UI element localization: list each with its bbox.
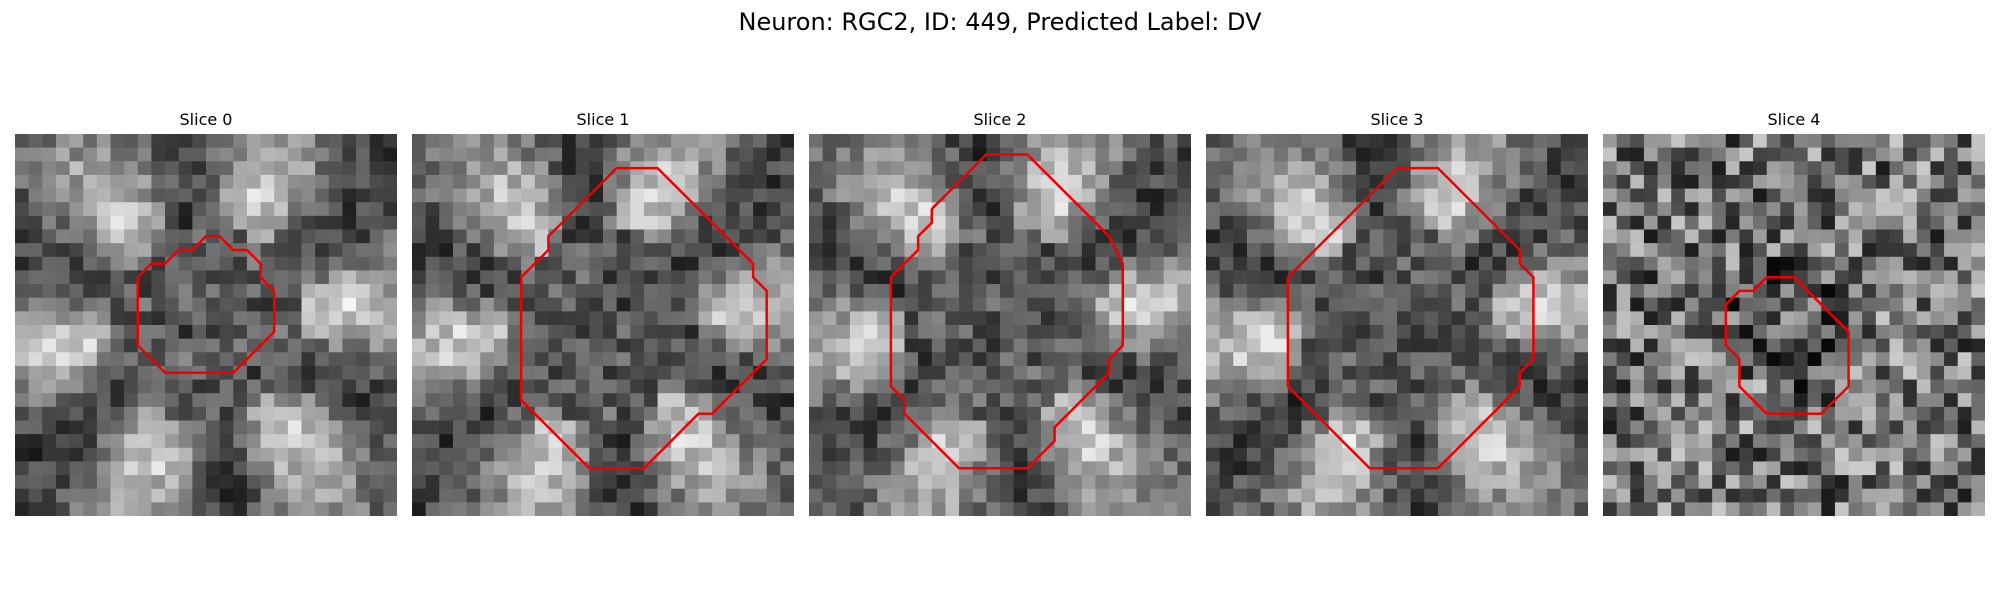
slice-pixels (1206, 134, 1588, 516)
slice-title: Slice 0 (179, 110, 233, 129)
slice-title: Slice 3 (1370, 110, 1424, 129)
slice-pixels (1603, 134, 1985, 516)
slice-title: Slice 4 (1767, 110, 1821, 129)
slice-pixels (412, 134, 794, 516)
roi-contour (1286, 166, 1535, 470)
roi-contour (136, 235, 276, 375)
roi-contour (519, 166, 768, 470)
slice-panel-0: Slice 0 (15, 108, 397, 516)
slice-panel-2: Slice 2 (809, 108, 1191, 516)
slice-image (1206, 134, 1588, 516)
slice-panel-1: Slice 1 (412, 108, 794, 516)
slice-image (412, 134, 794, 516)
slice-title: Slice 2 (973, 110, 1027, 129)
slice-pixels (809, 134, 1191, 516)
slice-panel-4: Slice 4 (1603, 108, 1985, 516)
slice-image (15, 134, 397, 516)
figure-title: Neuron: RGC2, ID: 449, Predicted Label: … (738, 8, 1262, 36)
slice-image (809, 134, 1191, 516)
slice-pixels (15, 134, 397, 516)
slice-image (1603, 134, 1985, 516)
slice-title: Slice 1 (576, 110, 630, 129)
roi-contour (1724, 276, 1850, 415)
roi-contour (889, 153, 1125, 470)
slice-panel-3: Slice 3 (1206, 108, 1588, 516)
